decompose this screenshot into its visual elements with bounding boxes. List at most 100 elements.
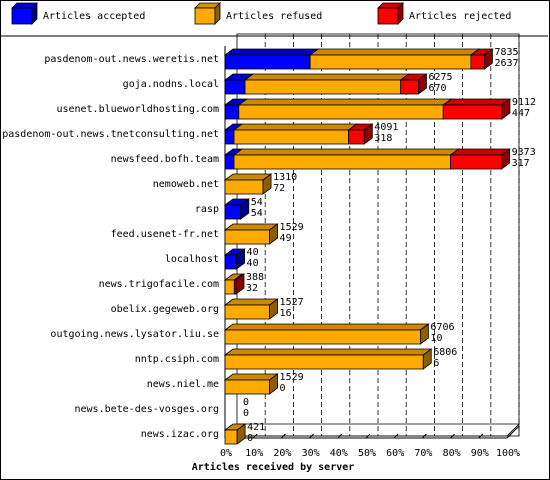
y-tick-label: nemoweb.net: [153, 179, 219, 190]
x-tick: [365, 433, 371, 439]
y-tick-label: feed.usenet-fr.net: [111, 229, 219, 240]
bar-value-label: 0: [247, 433, 253, 444]
bar-segment-side: [269, 373, 278, 395]
bar-value-label: 40: [247, 247, 259, 258]
bar-value-label: 6706: [430, 322, 454, 333]
y-tick-label: newsfeed.bofh.team: [111, 154, 219, 165]
plot-area: 0% 10% 20% 30% 40% 50% 60% 70% 80% 90% 100% pasdeno…: [0, 33, 548, 459]
bar-value-label: 7835: [494, 47, 518, 58]
bar-segment-side: [363, 123, 373, 145]
y-tick-label: obelix.gegeweb.org: [111, 304, 219, 315]
bar-segment: [224, 104, 240, 120]
bar-segment-side: [235, 273, 245, 295]
legend-swatch-side: [397, 2, 404, 25]
bar-segment-top: [449, 148, 511, 156]
x-tick-label: 0%: [220, 448, 232, 459]
bar-value-label: 6: [433, 358, 439, 369]
x-tick-label: 70%: [414, 448, 432, 459]
bar-segment: [224, 229, 270, 245]
bar-value-label: 72: [273, 183, 285, 194]
x-tick: [478, 433, 484, 439]
legend-label: Articles refused: [226, 11, 322, 22]
x-tick-label: 80%: [443, 448, 461, 459]
bar-segment-top: [308, 48, 481, 56]
y-tick-label: rasp: [195, 204, 219, 215]
bar-value-label: 10: [430, 333, 442, 344]
x-tick: [252, 433, 258, 439]
y-tick-label: pasdenom-out.news.tnetconsulting.net: [2, 129, 219, 140]
bar-group: pasdenom-out.news.tnetconsulting.net 4091…: [2, 122, 398, 145]
legend-swatch-side: [214, 2, 221, 25]
bar-segment: [224, 79, 246, 95]
bar-segment: [238, 104, 444, 120]
x-tick: [281, 433, 286, 439]
legend-swatch: [11, 7, 33, 25]
bar-segment: [233, 154, 452, 170]
bar-value-label: 1527: [280, 297, 304, 308]
bar-value-label: 1529: [280, 222, 304, 233]
bar-segment-side: [501, 148, 511, 170]
bar-value-label: 16: [280, 308, 292, 319]
x-tick-label: 20%: [273, 448, 291, 459]
bar-value-label: 40: [247, 258, 259, 269]
bar-segment-side: [418, 73, 427, 95]
x-tick-label: 90%: [471, 448, 489, 459]
bar-segment: [224, 154, 235, 170]
y-tick-label: news.bete-des-vosges.org: [75, 404, 220, 415]
bar-segment: [224, 304, 270, 320]
y-tick-label: news.niel.me: [147, 379, 219, 390]
bar-value-label: 318: [374, 133, 392, 144]
bar-value-label: 54: [251, 197, 263, 208]
bar-segment-top: [223, 48, 320, 56]
bar-segment: [442, 104, 503, 120]
bar-value-label: 2637: [494, 58, 518, 69]
bar-segment-top: [442, 98, 512, 106]
legend-swatch-side: [31, 2, 38, 25]
bar-value-label: 421: [247, 422, 265, 433]
bar-segment: [470, 54, 485, 70]
x-tick: [393, 433, 399, 439]
x-tick-label: 10%: [245, 448, 263, 459]
bar-value-label: 317: [512, 158, 530, 169]
x-tick: [337, 433, 343, 439]
y-tick-label: nntp.csiph.com: [135, 354, 219, 365]
bar-value-label: 670: [428, 83, 446, 94]
bar-segment: [224, 129, 235, 145]
bar-segment-top: [223, 348, 433, 356]
x-tick-label: 30%: [302, 448, 320, 459]
bar-segment-top: [232, 123, 358, 131]
bar-segment: [224, 279, 235, 295]
bar-value-label: 4091: [374, 122, 398, 133]
bar-segment: [309, 54, 472, 70]
y-tick-label: localhost: [165, 254, 219, 265]
y-tick-label: goja.nodns.local: [123, 79, 219, 90]
bar-segment-top: [232, 148, 460, 156]
bar-segment-side: [236, 423, 246, 445]
bar-segment: [224, 429, 238, 445]
bar-value-label: 54: [251, 208, 263, 219]
legend: Articles accepted Articles refused Article…: [11, 2, 511, 25]
x-tick: [450, 433, 455, 439]
bar-value-label: 0: [243, 408, 249, 419]
bar-segment: [224, 254, 237, 270]
bar-value-label: 32: [246, 283, 258, 294]
legend-label: Articles rejected: [409, 11, 511, 22]
bar-segment: [400, 79, 419, 95]
y-tick-label: usenet.blueworldhosting.com: [56, 104, 219, 115]
bar-value-label: 447: [512, 108, 530, 119]
bar-segment: [224, 379, 270, 395]
x-tick: [506, 433, 512, 439]
bar-segment-side: [422, 348, 432, 370]
bar-segment-top: [223, 223, 279, 231]
x-tick: [422, 433, 427, 439]
bar-segment-top: [223, 323, 430, 331]
x-axis-title: Articles received by server: [192, 461, 355, 473]
y-tick-label: news.izac.org: [141, 429, 219, 440]
plot-floor: [224, 423, 520, 437]
bar-group: news.bete-des-vosges.org 00: [75, 397, 250, 419]
x-tick-label: 100%: [496, 448, 520, 459]
